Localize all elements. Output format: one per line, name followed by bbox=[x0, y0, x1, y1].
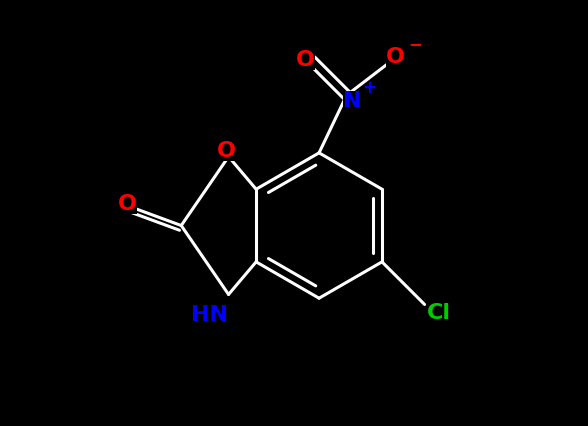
Text: +: + bbox=[362, 79, 376, 97]
Text: HN: HN bbox=[191, 305, 228, 325]
Text: O: O bbox=[386, 46, 405, 66]
Text: N: N bbox=[343, 91, 362, 111]
Text: O: O bbox=[118, 194, 137, 214]
Text: −: − bbox=[408, 35, 422, 52]
Text: Cl: Cl bbox=[427, 303, 450, 323]
Text: O: O bbox=[216, 141, 236, 161]
Text: O: O bbox=[296, 50, 315, 70]
